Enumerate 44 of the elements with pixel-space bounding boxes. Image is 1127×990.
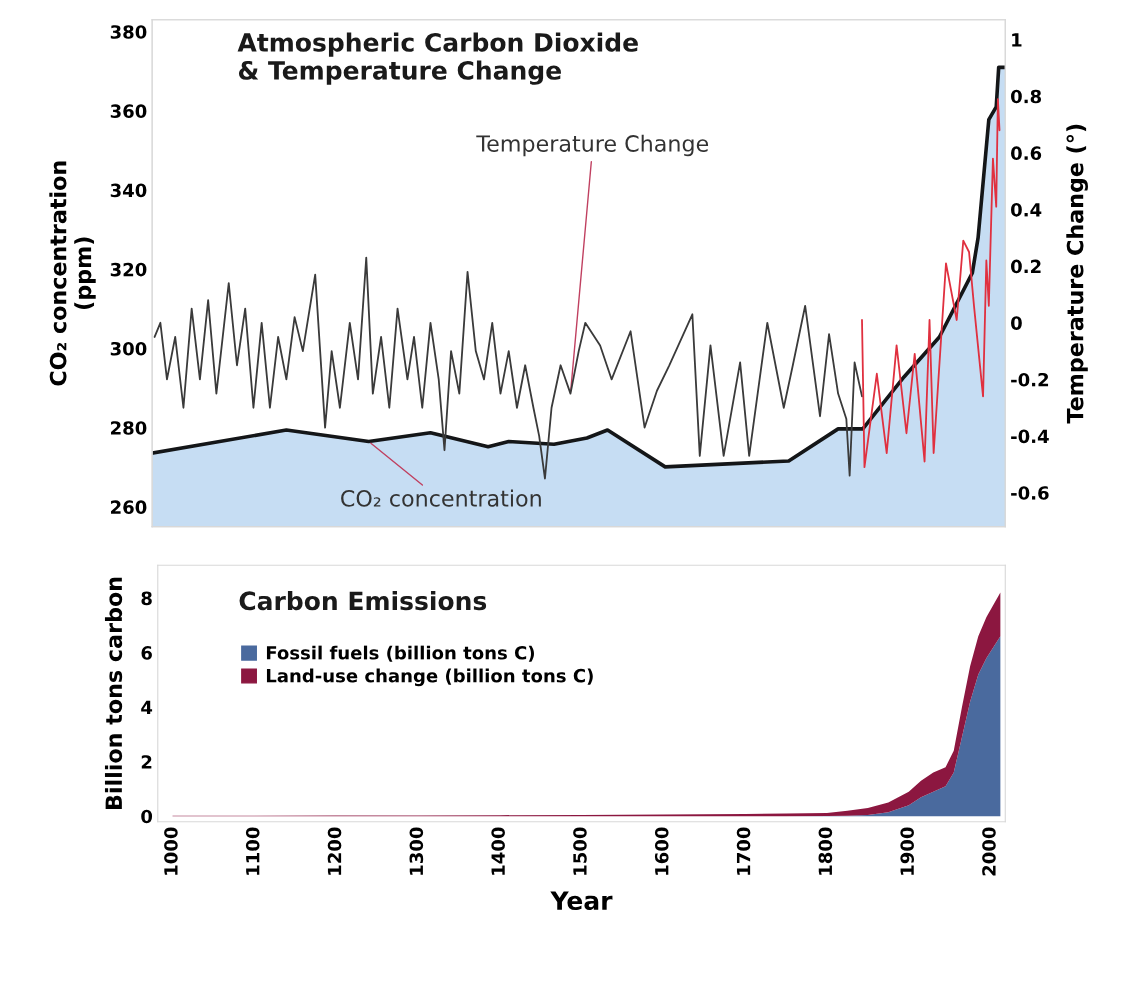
legend-label: Fossil fuels (billion tons C) — [266, 645, 534, 662]
x-tick-label: 1100 — [245, 827, 260, 875]
text: Atmospheric Carbon Dioxide & Temperature Change — [237, 32, 638, 85]
y2-tick-label: 0.2 — [1011, 259, 1041, 274]
legend-label: Land-use change (billion tons C) — [266, 668, 593, 687]
y-tick-label: 8 — [141, 591, 152, 606]
y-tick-label: 0 — [141, 809, 153, 824]
y2-tick-label: 1 — [1012, 33, 1022, 47]
y-tick-label: 280 — [111, 421, 147, 435]
line-series — [153, 256, 863, 480]
series-label: CO₂ concentration — [341, 489, 541, 507]
x-tick-label: 1900 — [900, 827, 914, 875]
x-tick-label: 1500 — [573, 827, 587, 875]
x-tick-label: 1700 — [736, 827, 751, 875]
y-tick-label: 340 — [110, 183, 147, 198]
y2-tick-label: 0.8 — [1011, 89, 1042, 104]
x-tick-label: 1600 — [654, 827, 669, 875]
y-tick-label: 300 — [110, 341, 147, 356]
y-tick-label: 260 — [111, 500, 147, 514]
x-tick-label: 2000 — [982, 827, 996, 876]
y2-tick-label: 0 — [1011, 316, 1022, 330]
y2-tick-label: -0.4 — [1011, 429, 1049, 444]
y-tick-label: 320 — [110, 262, 147, 277]
y-tick-label: 6 — [141, 646, 152, 660]
x-tick-label: 1000 — [164, 827, 178, 875]
y2-tick-label: 0.4 — [1011, 202, 1042, 217]
x-axis-title: Year — [550, 891, 613, 911]
x-tick-label: 1400 — [491, 827, 505, 875]
y2-tick-label: -0.6 — [1011, 486, 1049, 500]
x-tick-label: 1800 — [818, 827, 833, 875]
y-tick-label: 4 — [141, 700, 153, 714]
y2-tick-label: -0.2 — [1011, 372, 1049, 387]
y2-axis-title: Temperature Change (°) — [1066, 124, 1088, 424]
text: Temperature Change — [476, 134, 709, 157]
y-axis-title: CO₂ concentration (ppm) — [49, 161, 96, 386]
y-tick-label: 360 — [110, 104, 147, 118]
x-tick-label: 1200 — [327, 827, 342, 875]
x-tick-label: 1300 — [409, 827, 424, 875]
y-axis-title: Billion tons carbon — [104, 577, 123, 809]
y2-tick-label: 0.6 — [1011, 146, 1042, 161]
y-tick-label: 380 — [110, 25, 147, 39]
line-series — [861, 98, 1001, 469]
y-tick-label: 2 — [141, 755, 152, 769]
text: Carbon Emissions — [239, 590, 487, 611]
